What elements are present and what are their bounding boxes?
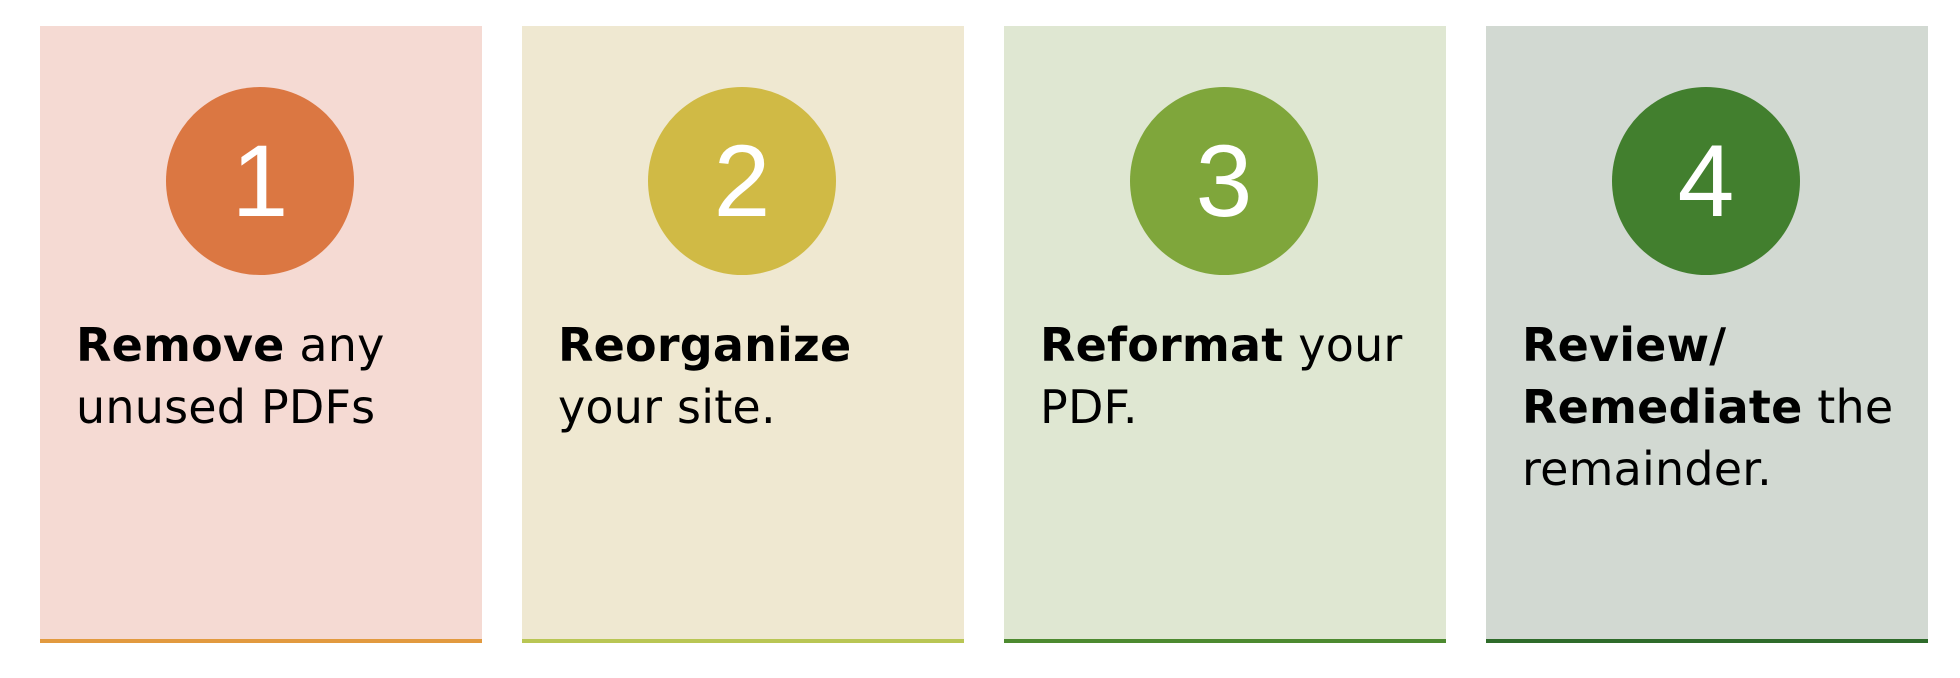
step-number-badge: 4 (1612, 87, 1800, 275)
card-bottom-bar (1004, 639, 1446, 643)
step-number-badge: 1 (166, 87, 354, 275)
step-description: Remove any unused PDFs (76, 314, 466, 438)
card-bottom-bar (1486, 639, 1928, 643)
step-card-reorganize: 2 Reorganize your site. (522, 26, 964, 643)
step-card-remove: 1 Remove any unused PDFs (40, 26, 482, 643)
step-description: Review/ Remediate the remainder. (1522, 314, 1912, 500)
step-number: 1 (231, 124, 289, 238)
step-number-badge: 3 (1130, 87, 1318, 275)
card-bottom-bar (40, 639, 482, 643)
step-number: 3 (1195, 124, 1253, 238)
step-detail: your site. (558, 380, 776, 434)
step-action: Reorganize (558, 318, 852, 372)
steps-row: 1 Remove any unused PDFs 2 Reorganize yo… (40, 26, 1928, 643)
step-detail: your PDF. (1040, 318, 1403, 434)
card-bottom-bar (522, 639, 964, 643)
step-number-badge: 2 (648, 87, 836, 275)
step-detail: the remainder. (1522, 380, 1894, 496)
step-action: Reformat (1040, 318, 1284, 372)
step-card-review: 4 Review/ Remediate the remainder. (1486, 26, 1928, 643)
step-action: Review/ Remediate (1522, 318, 1803, 434)
step-card-reformat: 3 Reformat your PDF. (1004, 26, 1446, 643)
step-description: Reformat your PDF. (1040, 314, 1430, 438)
step-detail: any unused PDFs (76, 318, 385, 434)
step-number: 4 (1677, 124, 1735, 238)
step-action: Remove (76, 318, 285, 372)
step-description: Reorganize your site. (558, 314, 948, 438)
step-number: 2 (713, 124, 771, 238)
